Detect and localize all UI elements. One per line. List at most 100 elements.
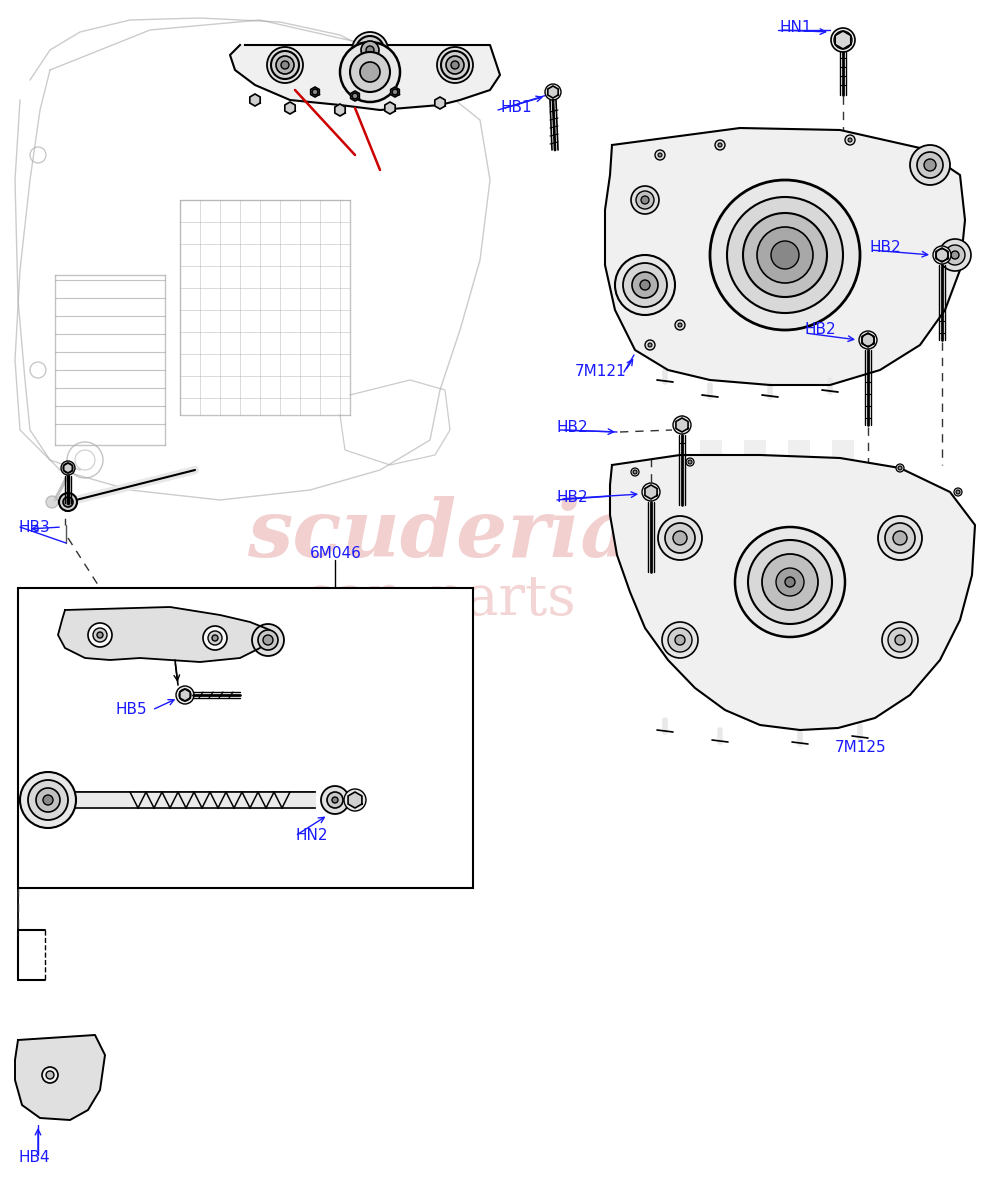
Circle shape bbox=[743, 214, 827, 296]
Bar bbox=[832, 484, 854, 506]
Circle shape bbox=[655, 150, 665, 160]
Polygon shape bbox=[335, 104, 346, 116]
Circle shape bbox=[36, 788, 60, 812]
Circle shape bbox=[924, 158, 936, 170]
Circle shape bbox=[878, 516, 922, 560]
Circle shape bbox=[645, 340, 655, 350]
Circle shape bbox=[352, 32, 388, 68]
Circle shape bbox=[258, 630, 278, 650]
Polygon shape bbox=[610, 455, 975, 730]
Circle shape bbox=[715, 140, 725, 150]
Circle shape bbox=[28, 780, 68, 820]
Circle shape bbox=[212, 635, 218, 641]
Circle shape bbox=[633, 470, 637, 474]
Circle shape bbox=[59, 493, 77, 511]
Text: HB2: HB2 bbox=[557, 491, 589, 505]
Circle shape bbox=[678, 323, 682, 326]
Circle shape bbox=[631, 468, 639, 476]
Circle shape bbox=[933, 246, 951, 264]
Circle shape bbox=[392, 89, 398, 95]
Polygon shape bbox=[548, 86, 558, 98]
Polygon shape bbox=[76, 792, 315, 808]
Circle shape bbox=[446, 56, 464, 74]
Circle shape bbox=[352, 92, 358, 98]
Polygon shape bbox=[605, 128, 965, 385]
Circle shape bbox=[276, 56, 294, 74]
Circle shape bbox=[356, 36, 384, 64]
Circle shape bbox=[735, 527, 845, 637]
Circle shape bbox=[615, 254, 675, 314]
Circle shape bbox=[344, 790, 366, 811]
Polygon shape bbox=[384, 102, 395, 114]
Circle shape bbox=[631, 186, 659, 214]
Circle shape bbox=[898, 466, 902, 470]
Circle shape bbox=[675, 635, 685, 646]
Circle shape bbox=[203, 626, 227, 650]
Text: HB2: HB2 bbox=[557, 420, 589, 436]
Bar bbox=[766, 462, 788, 484]
Text: 7M125: 7M125 bbox=[835, 740, 886, 756]
Circle shape bbox=[545, 84, 561, 100]
Text: HB1: HB1 bbox=[500, 101, 532, 115]
Polygon shape bbox=[936, 248, 948, 262]
Circle shape bbox=[350, 52, 390, 92]
Circle shape bbox=[20, 772, 76, 828]
Bar bbox=[700, 528, 722, 550]
Polygon shape bbox=[230, 44, 500, 110]
Bar bbox=[744, 440, 766, 462]
Circle shape bbox=[61, 461, 75, 475]
Circle shape bbox=[642, 482, 660, 502]
Circle shape bbox=[951, 251, 959, 259]
Circle shape bbox=[366, 46, 374, 54]
Bar bbox=[766, 550, 788, 572]
Circle shape bbox=[176, 686, 194, 704]
Bar bbox=[766, 506, 788, 528]
Polygon shape bbox=[351, 91, 360, 101]
Circle shape bbox=[673, 530, 687, 545]
Bar bbox=[788, 440, 810, 462]
Circle shape bbox=[46, 496, 58, 508]
Polygon shape bbox=[348, 792, 362, 808]
Polygon shape bbox=[645, 485, 657, 499]
Circle shape bbox=[945, 245, 965, 265]
Circle shape bbox=[888, 628, 912, 652]
Circle shape bbox=[46, 1070, 54, 1079]
Circle shape bbox=[93, 628, 107, 642]
Circle shape bbox=[636, 191, 654, 209]
Circle shape bbox=[360, 62, 380, 82]
Circle shape bbox=[686, 458, 694, 466]
Circle shape bbox=[312, 89, 318, 95]
Circle shape bbox=[885, 523, 915, 553]
Circle shape bbox=[882, 622, 918, 658]
Circle shape bbox=[954, 488, 962, 496]
Circle shape bbox=[97, 632, 103, 638]
Bar bbox=[18, 588, 473, 888]
Text: 6M046: 6M046 bbox=[310, 546, 362, 560]
Polygon shape bbox=[435, 97, 445, 109]
Text: HB3: HB3 bbox=[18, 521, 50, 535]
Circle shape bbox=[917, 152, 943, 178]
Circle shape bbox=[785, 577, 795, 587]
Circle shape bbox=[762, 554, 818, 610]
Circle shape bbox=[859, 331, 877, 349]
Bar bbox=[788, 484, 810, 506]
Circle shape bbox=[771, 241, 799, 269]
Circle shape bbox=[831, 28, 855, 52]
Bar bbox=[810, 550, 832, 572]
Circle shape bbox=[910, 145, 950, 185]
Circle shape bbox=[845, 134, 855, 145]
Circle shape bbox=[710, 180, 860, 330]
Bar bbox=[722, 550, 744, 572]
Bar bbox=[810, 462, 832, 484]
Circle shape bbox=[939, 239, 971, 271]
Circle shape bbox=[896, 464, 904, 472]
Bar bbox=[700, 484, 722, 506]
Circle shape bbox=[757, 227, 813, 283]
Circle shape bbox=[43, 794, 53, 805]
Circle shape bbox=[271, 50, 299, 79]
Circle shape bbox=[88, 623, 112, 647]
Circle shape bbox=[673, 416, 691, 434]
Polygon shape bbox=[390, 86, 399, 97]
Polygon shape bbox=[862, 332, 874, 347]
Polygon shape bbox=[676, 418, 688, 432]
